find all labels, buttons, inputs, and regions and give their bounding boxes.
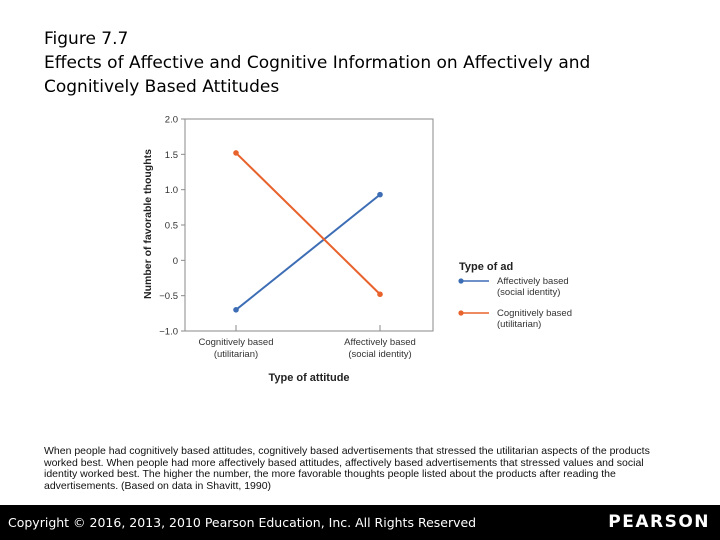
y-tick-label: 1.5 (165, 150, 178, 161)
legend: Type of ad Affectively based(social iden… (458, 261, 572, 330)
x-tick-label: (utilitarian) (214, 349, 258, 360)
y-tick-label: −1.0 (159, 327, 178, 338)
x-tick-label: (social identity) (348, 349, 411, 360)
copyright-text: Copyright © 2016, 2013, 2010 Pearson Edu… (8, 515, 477, 530)
y-tick-label: −0.5 (159, 291, 178, 302)
x-tick-label: Affectively based (344, 337, 416, 348)
y-tick-label: 0 (173, 256, 178, 267)
data-point (377, 191, 383, 198)
series-line (235, 193, 381, 311)
data-point (377, 291, 383, 298)
legend-label: (social identity) (497, 287, 560, 298)
line-chart: 2.01.51.00.50−0.5−1.0 Cognitively based(… (142, 115, 572, 385)
data-point (233, 150, 239, 156)
legend-swatch-point (458, 278, 464, 284)
legend-label: (utilitarian) (497, 319, 541, 330)
data-point (233, 307, 239, 313)
legend-label: Affectively based (497, 276, 569, 287)
y-axis-ticks: 2.0 1.5 1.0 0.5 0 −0.5 −1.0 (159, 115, 185, 338)
x-axis-label: Type of attitude (268, 372, 349, 384)
figure-label: Figure 7.7 (44, 29, 129, 49)
figure-title-line-1: Effects of Affective and Cognitive Infor… (44, 53, 591, 73)
figure-title-line-2: Cognitively Based Attitudes (44, 77, 280, 97)
legend-label: Cognitively based (497, 308, 572, 319)
y-tick-label: 1.0 (165, 185, 178, 196)
legend-swatch-point (458, 310, 464, 316)
y-tick-label: 2.0 (165, 115, 178, 126)
x-tick-label: Cognitively based (199, 337, 274, 348)
series-layer (233, 150, 383, 313)
legend-title: Type of ad (459, 261, 513, 273)
y-axis-label: Number of favorable thoughts (142, 149, 154, 299)
pearson-logo: PEARSON (608, 512, 710, 532)
x-axis-ticks: Cognitively based(utilitarian) Affectivel… (199, 325, 416, 360)
series-line (235, 152, 381, 295)
figure-caption: When people had cognitively based attitu… (44, 445, 650, 492)
figure-title: Figure 7.7 Effects of Affective and Cogn… (44, 27, 684, 99)
footer-bar: Copyright © 2016, 2013, 2010 Pearson Edu… (0, 505, 720, 540)
y-tick-label: 0.5 (165, 221, 178, 232)
